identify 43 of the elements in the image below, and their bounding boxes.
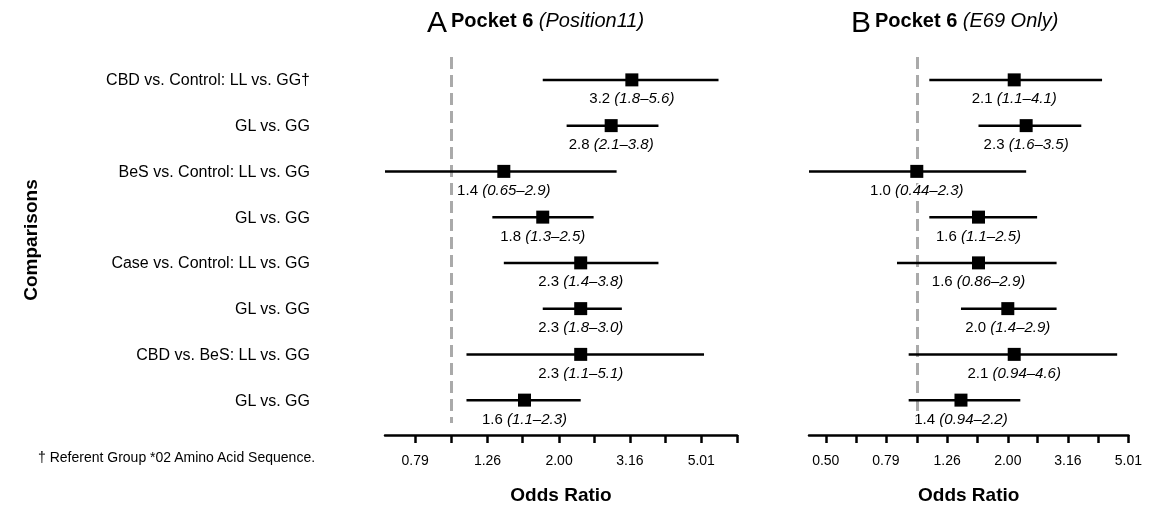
y-tick-label: GL vs. GG [235, 391, 310, 409]
data-label: 1.0 (0.44–2.3) [870, 180, 964, 198]
data-label: 1.6 (1.1–2.5) [935, 226, 1022, 244]
y-tick-label: BeS vs. Control: LL vs. GG [118, 162, 310, 180]
data-label: 2.3 (1.6–3.5) [983, 135, 1069, 153]
text: B [851, 4, 872, 38]
data-label: 2.8 (2.1–3.8) [568, 135, 654, 153]
x-tick-label: 3.16 [1054, 452, 1082, 468]
data-label: 2.1 (0.94–4.6) [967, 363, 1061, 381]
x-tick-label: 3.16 [616, 452, 644, 468]
x-tick-label: 0.50 [812, 452, 840, 468]
chart-title: Pocket 6 (Position11) [451, 9, 645, 31]
x-tick-label: 5.01 [687, 452, 716, 468]
y-tick-label: CBD vs. BeS: LL vs. GG [136, 345, 310, 363]
x-tick-label: 0.79 [872, 452, 900, 468]
data-label: 2.0 (1.4–2.9) [965, 318, 1051, 336]
x-tick-label: 1.26 [473, 452, 502, 468]
data-label: 3.2 (1.8–5.6) [589, 89, 675, 107]
data-label: 2.3 (1.8–3.0) [538, 318, 624, 336]
y-tick-label: GL vs. GG [235, 300, 310, 318]
data-label: 2.1 (1.1–4.1) [971, 89, 1057, 107]
y-tick-label: GL vs. GG [235, 208, 310, 226]
chart-title: Pocket 6 (E69 Only) [875, 9, 1059, 31]
x-tick-label: 2.00 [994, 452, 1022, 468]
x-axis-title: Odds Ratio [510, 484, 612, 505]
data-label: 2.3 (1.4–3.8) [538, 272, 624, 290]
data-label: 1.8 (1.3–2.5) [500, 226, 586, 244]
y-tick-label: Case vs. Control: LL vs. GG [111, 254, 310, 272]
data-label: 1.4 (0.94–2.2) [914, 409, 1008, 427]
text: † Referent Group *02 Amino Acid Sequence. [38, 449, 316, 465]
x-tick-label: 0.79 [401, 452, 430, 468]
text: A [427, 4, 448, 38]
x-tick-label: 1.26 [933, 452, 961, 468]
x-tick-label: 2.00 [545, 452, 573, 468]
x-axis-title: Odds Ratio [918, 484, 1020, 505]
x-tick-label: 5.01 [1114, 452, 1143, 468]
data-label: 2.3 (1.1–5.1) [538, 363, 624, 381]
y-tick-label: CBD vs. Control: LL vs. GG† [106, 71, 310, 89]
data-label: 1.6 (1.1–2.3) [481, 409, 568, 427]
data-label: 1.6 (0.86–2.9) [931, 272, 1026, 290]
y-tick-label: GL vs. GG [235, 117, 310, 135]
data-label: 1.4 (0.65–2.9) [457, 180, 551, 198]
y-axis-title: Comparisons [20, 179, 41, 301]
